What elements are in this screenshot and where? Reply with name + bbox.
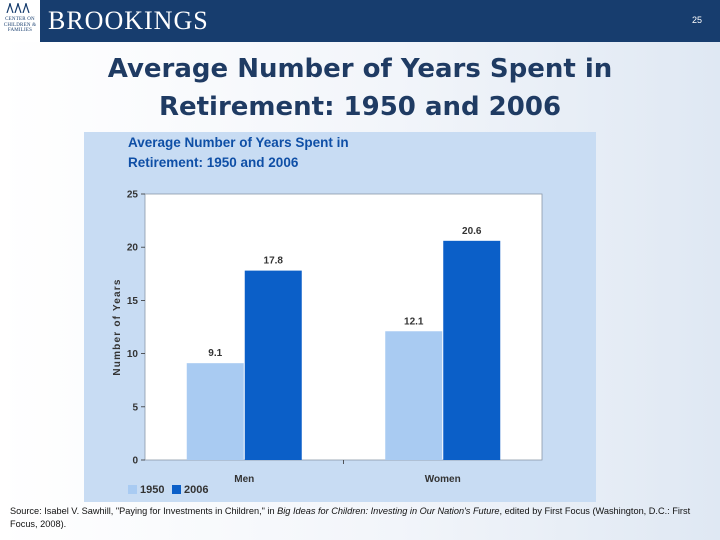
slide-title: Average Number of Years Spent in Retirem… <box>60 50 660 126</box>
header-bar: CENTER ON CHILDREN & FAMILIES BROOKINGS … <box>0 0 720 42</box>
x-tick-label: Men <box>234 474 254 485</box>
chart-title-line-2: Retirement: 1950 and 2006 <box>128 155 299 170</box>
y-tick-label: 25 <box>127 190 139 201</box>
legend-label-1950: 1950 <box>140 484 164 496</box>
source-note: Source: Isabel V. Sawhill, "Paying for I… <box>10 505 710 531</box>
y-tick-label: 15 <box>127 296 139 307</box>
chart-panel: Average Number of Years Spent in Retireme… <box>84 132 596 502</box>
y-tick-label: 20 <box>127 243 139 254</box>
y-tick-label: 5 <box>132 402 138 413</box>
bar-2006-women <box>443 240 501 460</box>
legend-label-2006: 2006 <box>184 484 208 496</box>
bar-chart: Average Number of Years Spent in Retireme… <box>84 132 596 502</box>
page-number: 25 <box>691 15 702 25</box>
bar-1950-men <box>186 363 244 460</box>
logo: CENTER ON CHILDREN & FAMILIES <box>0 0 40 42</box>
brand-name: BROOKINGS <box>48 6 209 35</box>
source-prefix: Source: Isabel V. Sawhill, "Paying for I… <box>10 506 278 516</box>
y-axis-label: Number of Years <box>112 278 123 375</box>
y-tick-label: 10 <box>127 349 139 360</box>
data-label: 17.8 <box>264 256 284 267</box>
data-label: 20.6 <box>462 226 482 237</box>
y-tick-label: 0 <box>132 456 138 467</box>
slide-title-line-2: Retirement: 1950 and 2006 <box>158 92 562 122</box>
source-suffix: , edited by First Focus (Washington, D.C… <box>10 506 691 529</box>
logo-text: CENTER ON CHILDREN & FAMILIES <box>3 17 37 33</box>
chart-title-line-1: Average Number of Years Spent in <box>128 135 349 150</box>
bar-2006-men <box>244 270 302 460</box>
data-label: 12.1 <box>404 316 424 327</box>
slide-title-line-1: Average Number of Years Spent in <box>107 54 613 84</box>
source-book-title: Big Ideas for Children: Investing in Our… <box>277 506 500 516</box>
family-figures-icon <box>6 3 30 13</box>
data-label: 9.1 <box>208 348 222 359</box>
legend-swatch-2006 <box>172 485 181 494</box>
bar-1950-women <box>385 331 443 460</box>
x-tick-label: Women <box>425 474 461 485</box>
legend-swatch-1950 <box>128 485 137 494</box>
